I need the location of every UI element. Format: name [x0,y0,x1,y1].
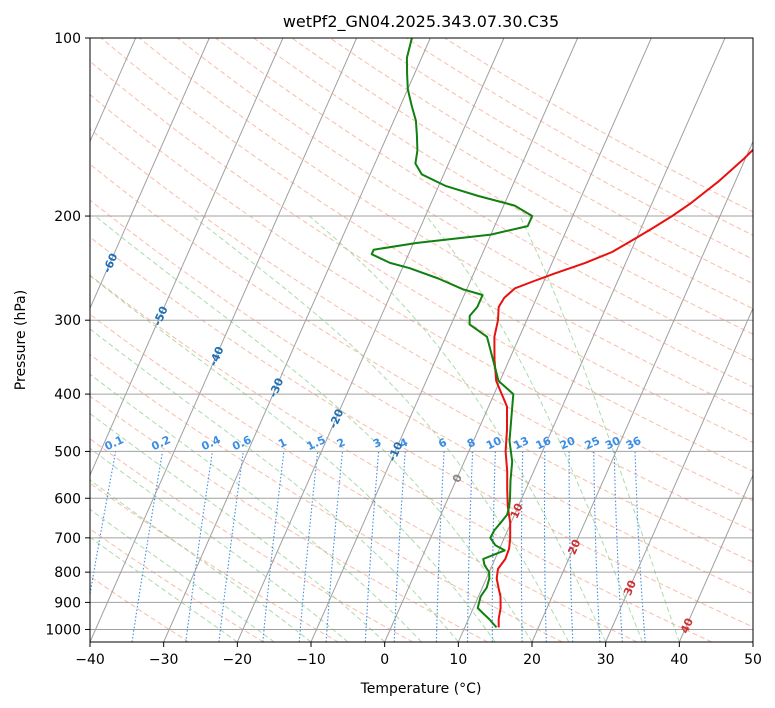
axis-ticks: −40 −30 −20 −10 0 10 20 30 40 50 100 200 300 400 500 60… [45,31,762,668]
mixing-ratio-line [520,451,524,642]
dry-adiabat-line [138,38,753,415]
dry-adiabat-line [329,38,753,285]
mixing-ratio-line [543,451,547,642]
mixing-ratio-line [435,451,445,642]
moist-adiabat-line [425,215,643,642]
mixing-ratio-line [568,451,574,642]
mixing-ratio-line [298,451,319,642]
isotherm-line [236,38,505,642]
moist-adiabat-line [90,536,238,642]
y-tick-label: 1000 [45,622,81,638]
line-labels: 0.10.20.40.611.52346810131620253036-100-… [101,251,697,636]
dry-adiabat-line [90,353,563,642]
background-lines [90,38,753,642]
dry-adiabat-line [253,38,753,335]
dry-adiabat-line [90,60,753,472]
profile-lines [370,38,753,629]
isotherm-line [163,38,431,642]
moist-adiabat-line [90,412,386,642]
mixing-ratio-label: 30 [603,434,623,452]
moist-adiabat-line [308,215,607,642]
moist-adiabat-line [90,328,459,642]
isotherm-line [90,38,137,143]
y-tick-label: 900 [54,595,81,611]
isotherm-line [90,38,358,642]
x-tick-label: −40 [75,652,105,668]
x-tick-label: 10 [449,652,467,668]
dry-adiabat-line [90,93,753,502]
dry-adiabat-line [291,38,753,310]
y-tick-label: 700 [54,531,81,547]
mixing-ratio-label: 10 [484,434,504,452]
y-tick-label: 100 [54,31,81,47]
isotherm-line [457,38,726,642]
dry-adiabat-line [90,199,753,595]
mixing-ratio-line [593,451,601,642]
isotherm-label: 40 [678,616,696,636]
x-tick-label: 0 [380,652,389,668]
chart-title: wetPf2_GN04.2025.343.07.30.C35 [283,12,559,32]
isotherm-label: 30 [621,578,639,598]
moist-adiabat-line [90,275,496,642]
x-tick-label: 50 [744,652,762,668]
isotherm-line [678,473,753,642]
dry-adiabat-line [90,313,638,642]
x-tick-label: 20 [523,652,541,668]
dry-adiabat-line [90,575,190,642]
dry-adiabat-line [90,274,712,642]
isotherm-line [90,38,210,310]
mixing-ratio-line [364,451,380,642]
mixing-ratio-line [613,451,623,642]
y-tick-label: 600 [54,491,81,507]
isotherm-line [384,38,652,642]
x-tick-label: −20 [223,652,253,668]
isotherm-line [531,140,753,642]
isotherm-line [310,38,579,642]
y-tick-label: 800 [54,565,81,581]
dry-adiabat-line [100,38,753,443]
x-axis-title: Temperature (°C) [360,681,482,697]
mixing-ratio-label: 25 [583,434,602,452]
isotherm-label: 20 [565,537,583,557]
mixing-ratio-line [325,451,344,642]
dewpoint-profile-line [370,38,534,629]
y-tick-label: 500 [54,444,81,460]
dry-adiabat-line [90,236,753,628]
y-tick-label: 400 [54,387,81,403]
x-tick-label: −30 [149,652,179,668]
mixing-ratio-line [262,451,285,642]
x-tick-label: 30 [597,652,615,668]
mixing-ratio-label: 36 [624,434,644,452]
plot-frame [89,37,754,643]
isotherm-line [90,38,284,477]
moist-adiabat-line [90,479,312,642]
moist-adiabat-line [90,447,349,642]
mixing-ratio-label: 16 [534,434,554,452]
moist-adiabat-line [519,215,680,642]
x-tick-label: 40 [670,652,688,668]
moist-adiabat-line [90,373,422,642]
y-tick-label: 200 [54,209,81,225]
mixing-ratio-line [393,451,406,642]
isotherm-label: 10 [508,501,526,521]
mixing-ratio-label: 13 [512,434,531,452]
isotherm-line [605,307,753,642]
mixing-ratio-label: 20 [558,434,578,452]
y-axis-title: Pressure (hPa) [13,290,29,390]
moist-adiabat-line [94,215,533,642]
y-tick-label: 300 [54,313,81,329]
x-tick-label: −10 [296,652,326,668]
temperature-profile-line [493,148,753,628]
dry-adiabat-line [90,395,488,642]
mixing-ratio-line [466,451,474,642]
